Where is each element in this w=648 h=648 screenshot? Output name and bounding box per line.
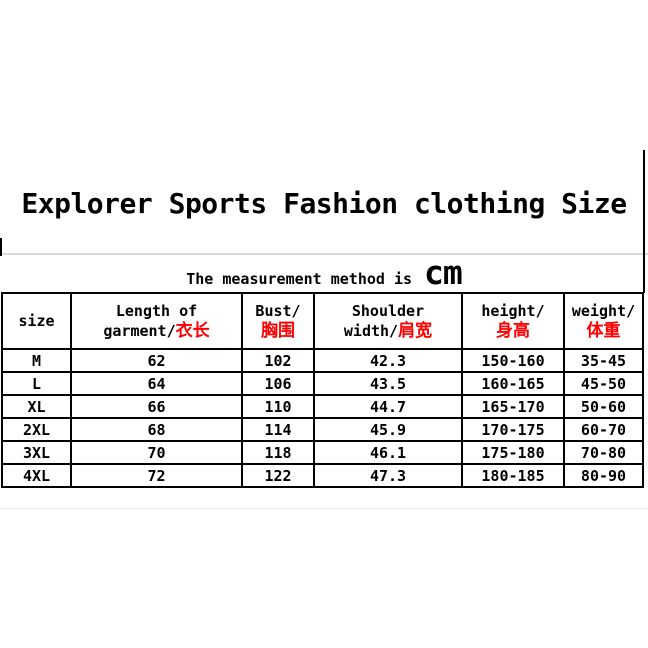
cell-shoulder: 42.3 (313, 348, 463, 373)
header-text-chinese: 体重 (586, 321, 621, 341)
measurement-unit: cm (424, 253, 463, 292)
cell-size: 3XL (1, 440, 72, 465)
cell-length: 68 (70, 417, 243, 442)
cell-shoulder: 45.9 (313, 417, 463, 442)
header-text: Shoulder (351, 302, 425, 320)
cell-bust: 106 (241, 371, 315, 396)
cell-weight: 45-50 (563, 371, 644, 396)
table-row: 3XL 70 118 46.1 175-180 70-80 (1, 440, 644, 465)
cell-weight: 60-70 (563, 417, 644, 442)
measurement-method-text: The measurement method is (186, 270, 413, 288)
table-row: 2XL 68 114 45.9 170-175 60-70 (1, 417, 644, 442)
cell-weight: 50-60 (563, 394, 644, 419)
column-header-shoulder: Shoulder width/肩宽 (313, 292, 463, 350)
cell-size: 2XL (1, 417, 72, 442)
column-header-weight: weight/ 体重 (563, 292, 644, 350)
column-header-bust: Bust/ 胸围 (241, 292, 315, 350)
table-row: M 62 102 42.3 150-160 35-45 (1, 348, 644, 373)
header-text: Length of (115, 302, 198, 320)
cell-height: 165-170 (461, 394, 565, 419)
cell-size: L (1, 371, 72, 396)
cell-length: 66 (70, 394, 243, 419)
vertical-rule-right (643, 150, 645, 293)
cell-height: 180-185 (461, 463, 565, 488)
cell-size: 4XL (1, 463, 72, 488)
cell-weight: 80-90 (563, 463, 644, 488)
cell-length: 70 (70, 440, 243, 465)
cell-height: 160-165 (461, 371, 565, 396)
cell-length: 62 (70, 348, 243, 373)
cell-height: 150-160 (461, 348, 565, 373)
table-row: L 64 106 43.5 160-165 45-50 (1, 371, 644, 396)
header-text: width/ (343, 322, 399, 340)
cell-bust: 118 (241, 440, 315, 465)
faint-gridline (0, 508, 648, 509)
header-text: height/ (481, 302, 545, 320)
cell-weight: 70-80 (563, 440, 644, 465)
cell-bust: 110 (241, 394, 315, 419)
column-header-size: size (1, 292, 72, 350)
header-text-chinese: 身高 (496, 321, 530, 341)
cell-bust: 114 (241, 417, 315, 442)
table-row: XL 66 110 44.7 165-170 50-60 (1, 394, 644, 419)
header-text: garment/ (103, 322, 176, 340)
cell-shoulder: 46.1 (313, 440, 463, 465)
header-text-chinese: 衣长 (175, 321, 210, 341)
header-text: size (18, 312, 55, 330)
column-header-length: Length of garment/衣长 (70, 292, 243, 350)
column-header-height: height/ 身高 (461, 292, 565, 350)
page-title: Explorer Sports Fashion clothing Size (21, 187, 627, 220)
header-text-chinese: 肩宽 (398, 321, 433, 341)
cell-size: XL (1, 394, 72, 419)
cell-shoulder: 47.3 (313, 463, 463, 488)
header-row: size Length of garment/衣长 Bust/ 胸围 Shoul… (1, 292, 644, 350)
cell-size: M (1, 348, 72, 373)
cell-length: 64 (70, 371, 243, 396)
measurement-method-line: The measurement method is cm (0, 256, 648, 294)
cell-shoulder: 43.5 (313, 371, 463, 396)
header-text: weight/ (571, 302, 636, 320)
horizontal-divider (0, 253, 648, 255)
header-text-chinese: 胸围 (261, 321, 295, 341)
vertical-rule-left (0, 238, 2, 256)
cell-weight: 35-45 (563, 348, 644, 373)
size-chart-table: size Length of garment/衣长 Bust/ 胸围 Shoul… (1, 292, 644, 488)
header-text: Bust/ (255, 302, 301, 320)
cell-bust: 102 (241, 348, 315, 373)
cell-height: 175-180 (461, 440, 565, 465)
table-row: 4XL 72 122 47.3 180-185 80-90 (1, 463, 644, 488)
cell-height: 170-175 (461, 417, 565, 442)
cell-bust: 122 (241, 463, 315, 488)
cell-length: 72 (70, 463, 243, 488)
cell-shoulder: 44.7 (313, 394, 463, 419)
